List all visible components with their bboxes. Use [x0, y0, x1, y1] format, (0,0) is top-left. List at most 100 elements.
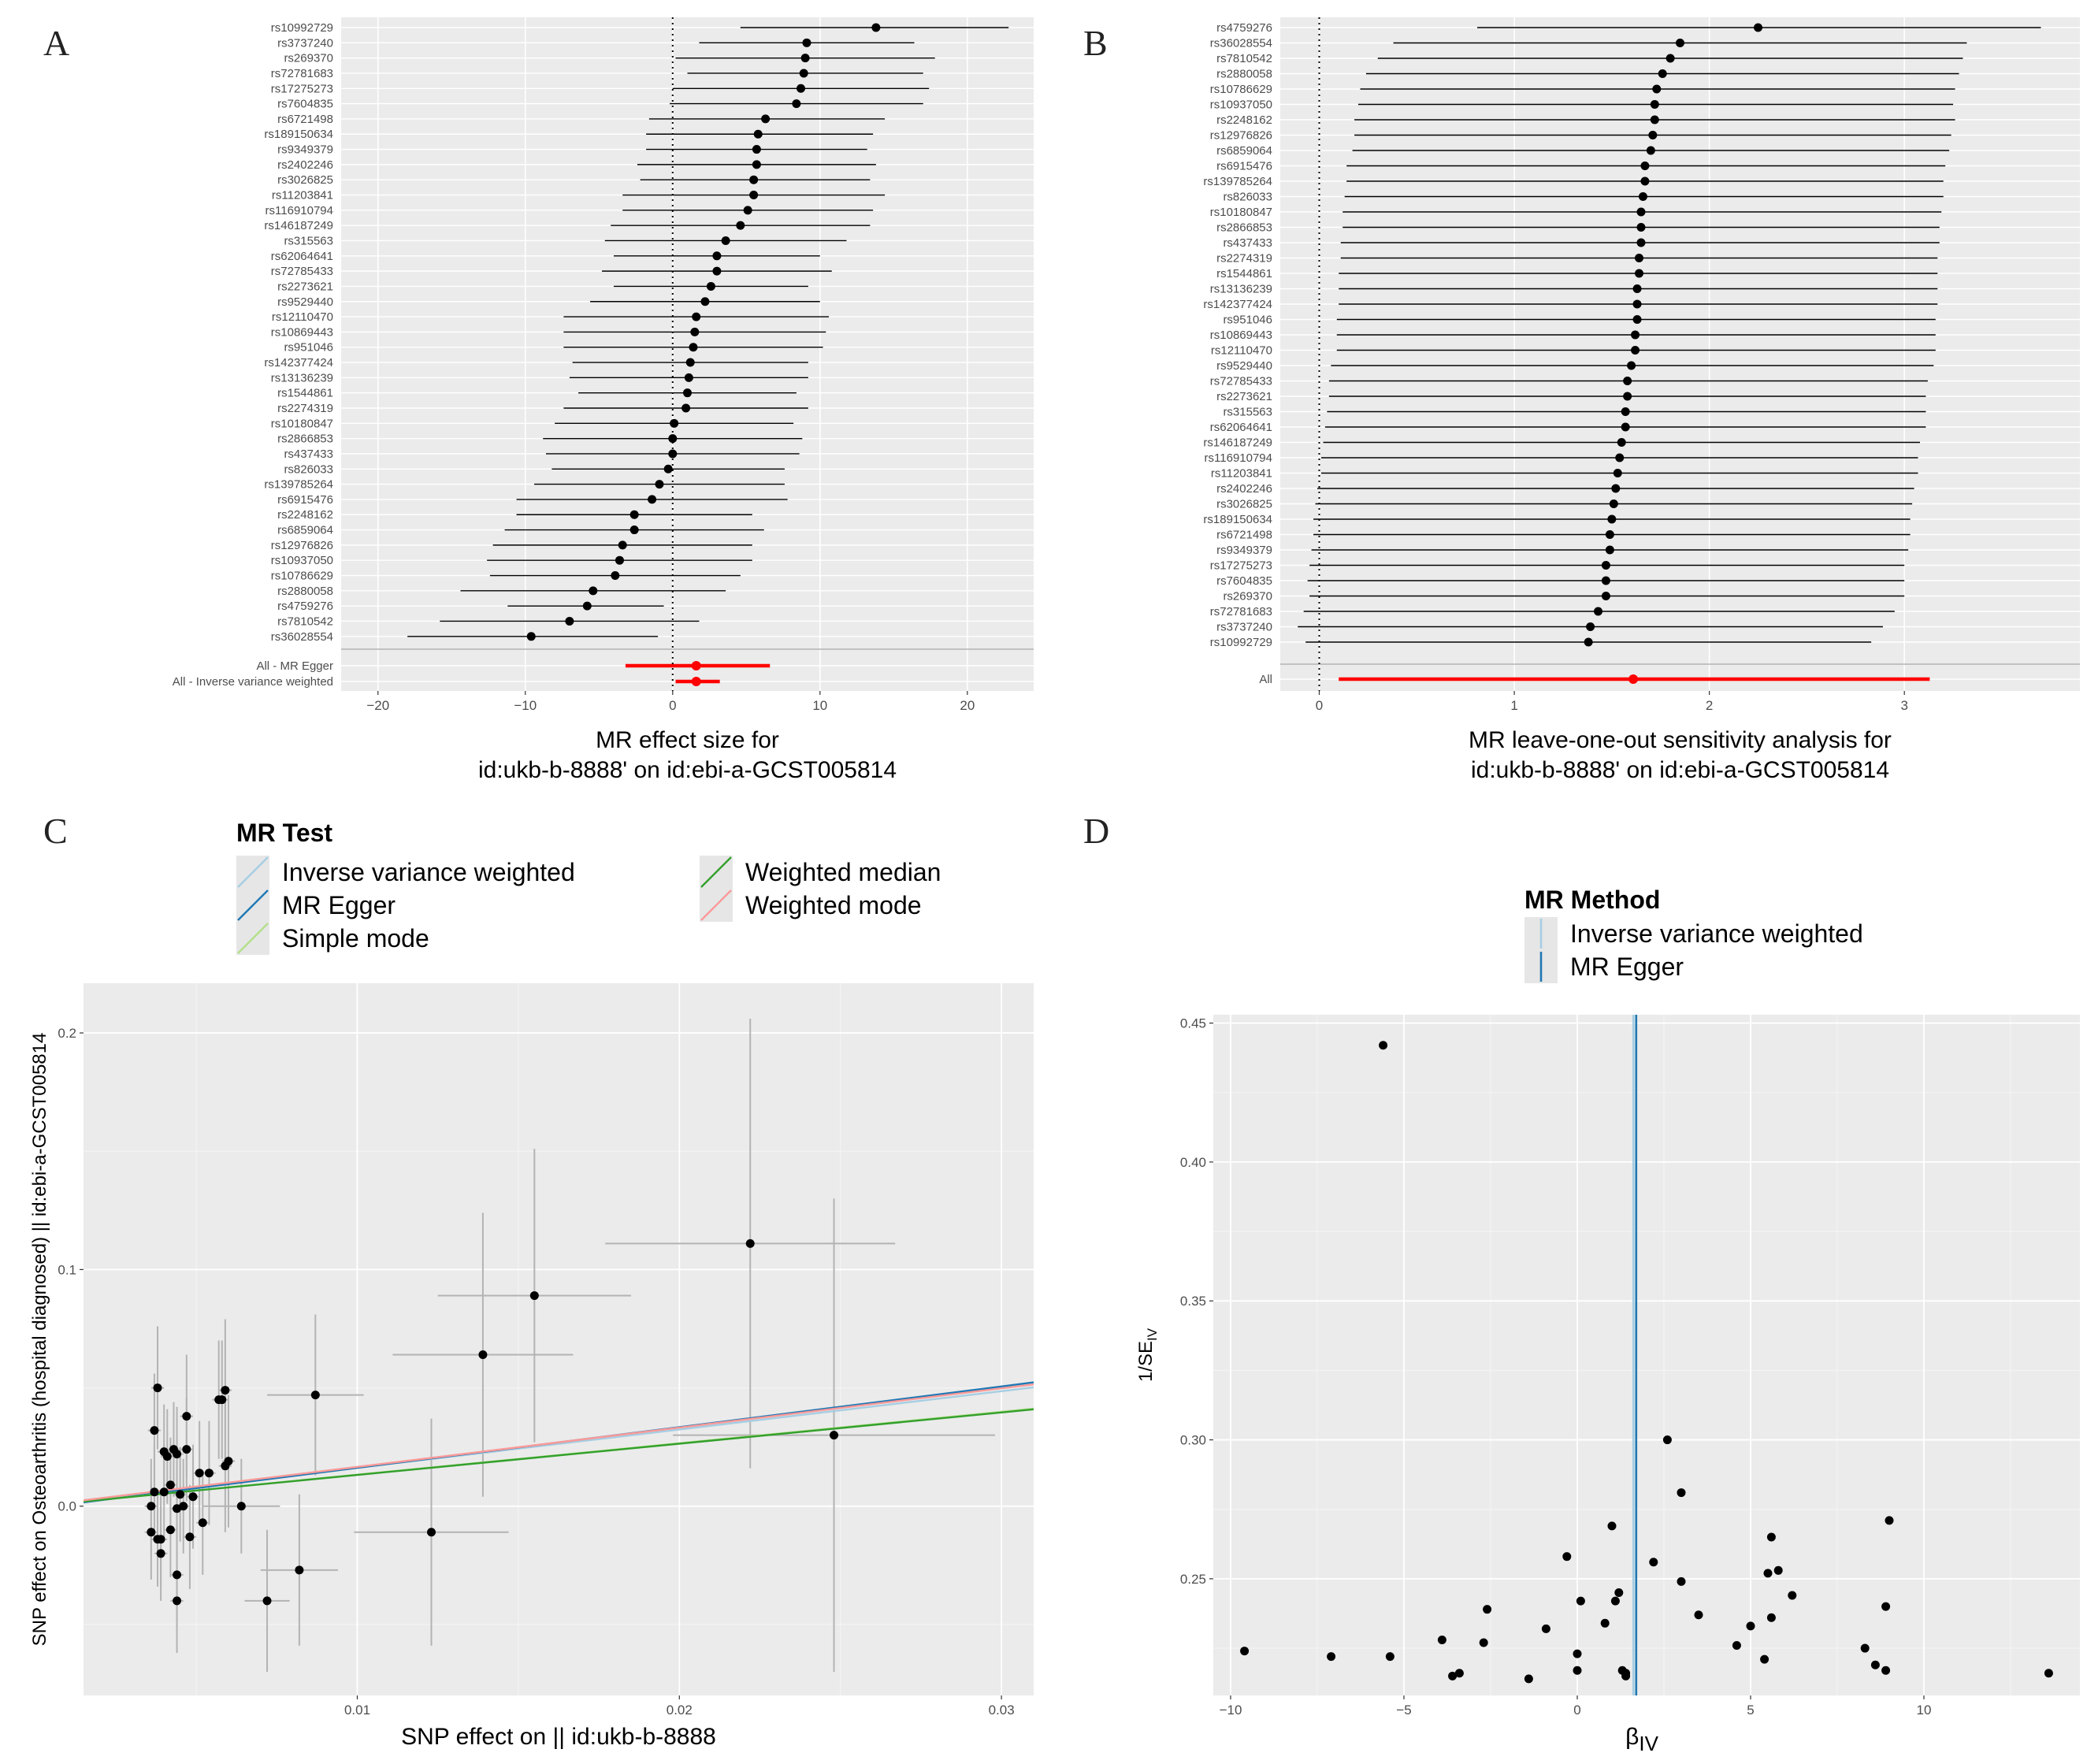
snp-point	[2044, 1669, 2053, 1678]
x-tick-label: 10	[1917, 1703, 1932, 1718]
snp-label: rs12110470	[1211, 344, 1272, 358]
snp-label: rs1544861	[277, 387, 333, 400]
snp-label: rs3737240	[1216, 621, 1272, 634]
snp-point	[1437, 1635, 1446, 1644]
snp-point	[736, 221, 745, 230]
snp-label: rs72781683	[271, 67, 333, 80]
snp-point	[749, 191, 759, 200]
snp-point	[1631, 330, 1640, 340]
snp-label: rs3737240	[277, 36, 333, 50]
snp-label: rs6915476	[1216, 160, 1272, 173]
snp-point	[712, 251, 722, 261]
snp-label: rs1544861	[1216, 267, 1272, 280]
snp-point	[182, 1412, 191, 1421]
snp-label: rs9529440	[1216, 359, 1272, 373]
x-tick-label: 0	[1316, 698, 1323, 713]
snp-point	[224, 1457, 233, 1466]
snp-label: rs189150634	[1203, 513, 1272, 526]
snp-label: rs315563	[284, 234, 333, 247]
snp-point	[1607, 1521, 1617, 1531]
snp-label: rs6915476	[277, 493, 333, 507]
snp-point	[1766, 1613, 1776, 1622]
snp-point	[165, 1525, 175, 1535]
legend-key-line	[237, 923, 269, 954]
y-axis-title: SNP effect on Osteoarthritis (hospital d…	[29, 1033, 50, 1647]
snp-label: rs11203841	[272, 189, 333, 202]
snp-label: rs62064641	[1210, 421, 1272, 434]
snp-label: rs142377424	[1203, 298, 1272, 311]
snp-point	[1573, 1649, 1582, 1658]
legend-item-label: Simple mode	[282, 924, 429, 953]
snp-label: rs12976826	[271, 539, 333, 552]
snp-point	[427, 1528, 436, 1537]
x-tick-label: 3	[1900, 698, 1907, 713]
snp-label: rs17275273	[271, 82, 333, 95]
snp-point	[1662, 1435, 1672, 1445]
snp-label: rs10937050	[1210, 98, 1272, 112]
y-tick-label: 0.45	[1180, 1016, 1206, 1031]
snp-point	[1584, 637, 1593, 647]
snp-label: rs116910794	[266, 204, 333, 217]
snp-point	[1600, 1618, 1610, 1628]
snp-point	[1631, 346, 1640, 355]
legend-item-label: Weighted median	[745, 858, 941, 886]
snp-label: rs7604835	[1216, 574, 1272, 588]
snp-label: rs4759276	[1216, 21, 1272, 35]
snp-point	[182, 1445, 191, 1454]
snp-point	[1676, 39, 1684, 47]
snp-point	[721, 236, 730, 245]
legend-title: MR Method	[1524, 886, 1660, 914]
snp-point	[648, 495, 657, 504]
x-tick-label: 0	[669, 698, 676, 713]
snp-point	[655, 480, 664, 489]
snp-point	[1605, 530, 1614, 539]
snp-label: rs2866853	[1216, 221, 1272, 235]
regression-line	[84, 1383, 1034, 1502]
snp-point	[692, 312, 701, 321]
snp-point	[1650, 100, 1659, 109]
snp-label: rs13136239	[271, 371, 333, 384]
snp-label: rs10992729	[1210, 636, 1272, 649]
snp-point	[743, 206, 752, 215]
snp-point	[1860, 1643, 1870, 1653]
snp-label: rs2866853	[277, 433, 333, 446]
snp-label: rs72785433	[271, 265, 333, 278]
snp-point	[1635, 269, 1644, 278]
snp-point	[611, 571, 620, 581]
snp-label: rs189150634	[264, 128, 333, 141]
snp-point	[1617, 438, 1626, 447]
snp-point	[830, 1431, 839, 1440]
snp-label: rs10869443	[1210, 329, 1272, 342]
snp-label: rs11203841	[1211, 467, 1272, 481]
snp-point	[1385, 1652, 1394, 1662]
snp-point	[1562, 1552, 1572, 1562]
summary-label: All - Inverse variance weighted	[173, 675, 333, 689]
snp-point	[1649, 1558, 1658, 1567]
snp-point	[670, 418, 679, 428]
snp-label: rs9349379	[1216, 544, 1272, 557]
snp-point	[1732, 1641, 1741, 1651]
snp-point	[1632, 315, 1642, 324]
snp-label: rs9529440	[277, 295, 333, 309]
snp-label: rs2273621	[277, 280, 333, 293]
snp-label: rs3026825	[1216, 498, 1272, 511]
snp-point	[1524, 1674, 1533, 1684]
snp-point	[159, 1447, 169, 1457]
snp-label: rs72781683	[1210, 605, 1272, 618]
plot-background	[1213, 1015, 2080, 1695]
snp-point	[1640, 176, 1650, 186]
snp-point	[1652, 84, 1662, 94]
snp-point	[1615, 453, 1625, 462]
snp-point	[1760, 1654, 1769, 1664]
legend-key-line	[700, 856, 732, 888]
snp-point	[1601, 592, 1610, 600]
snp-point	[153, 1383, 162, 1393]
snp-label: rs142377424	[264, 356, 333, 370]
snp-point	[1586, 622, 1595, 631]
y-tick-label: 0.35	[1180, 1294, 1206, 1309]
snp-point	[147, 1502, 156, 1511]
snp-label: rs437433	[1223, 236, 1272, 250]
legend-item-label: MR Egger	[282, 891, 395, 919]
snp-point	[799, 69, 808, 78]
regression-line	[84, 1408, 1034, 1502]
